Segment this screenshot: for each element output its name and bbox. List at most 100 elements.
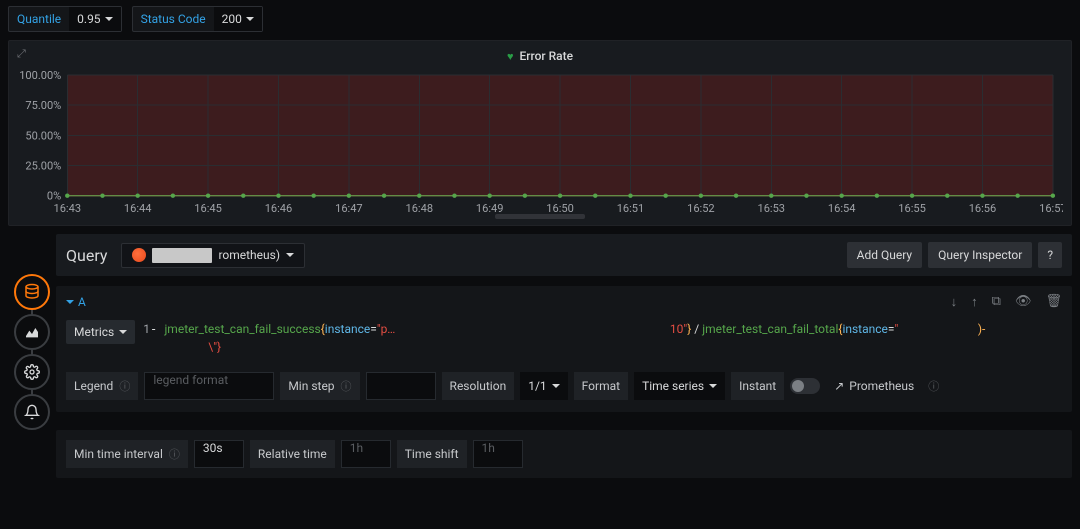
- move-up-icon[interactable]: ↑: [971, 294, 978, 310]
- query-header: Query rometheus) Add Query Query Inspect…: [56, 234, 1072, 276]
- query-row-a: A ↓ ↑ ⧉ 👁 🗑 Metrics 1- jmeter_test_can_f…: [56, 286, 1072, 412]
- query-section-title: Query: [66, 246, 107, 265]
- status-code-filter-value[interactable]: 200: [214, 7, 262, 31]
- svg-text:16:43: 16:43: [54, 202, 82, 215]
- info-icon[interactable]: ⓘ: [928, 378, 939, 394]
- prometheus-link[interactable]: ↗ Prometheus: [826, 372, 922, 400]
- format-select[interactable]: Time series: [634, 372, 725, 400]
- database-icon: [23, 283, 41, 301]
- query-options-row: Legend ⓘ legend format Min step ⓘ Resolu…: [66, 372, 1062, 400]
- queries-tab-button[interactable]: [14, 274, 50, 310]
- chart-area-icon: [24, 324, 40, 340]
- time-options-row: Min time interval ⓘ 30s Relative time 1h…: [56, 430, 1072, 478]
- query-row-letter: A: [78, 295, 86, 309]
- query-code-row: Metrics 1- jmeter_test_can_fail_success{…: [66, 320, 1062, 356]
- svg-text:16:46: 16:46: [265, 202, 293, 215]
- query-row-actions: ↓ ↑ ⧉ 👁 🗑: [951, 294, 1062, 310]
- svg-text:50.00%: 50.00%: [25, 129, 61, 142]
- chevron-down-icon: [552, 384, 560, 388]
- min-step-label: Min step ⓘ: [280, 372, 359, 400]
- toggle-visibility-icon[interactable]: 👁: [1015, 294, 1032, 310]
- instant-toggle[interactable]: [790, 378, 820, 394]
- chart-body[interactable]: 100.00% 75.00% 50.00% 25.00% 0%16:43 16:44 16:…: [17, 69, 1063, 217]
- metrics-button-label: Metrics: [74, 325, 114, 339]
- editor-side-rail: [12, 274, 52, 430]
- svg-text:16:54: 16:54: [828, 202, 856, 215]
- resolution-select[interactable]: 1/1: [520, 372, 567, 400]
- chevron-down-icon: [286, 253, 294, 257]
- metrics-browser-button[interactable]: Metrics: [66, 320, 135, 344]
- template-variable-bar: Quantile 0.95 Status Code 200: [0, 0, 1080, 38]
- svg-text:16:50: 16:50: [546, 202, 574, 215]
- status-code-filter: Status Code 200: [132, 6, 263, 32]
- svg-text:16:49: 16:49: [476, 202, 504, 215]
- svg-text:16:45: 16:45: [194, 202, 222, 215]
- svg-text:16:53: 16:53: [758, 202, 786, 215]
- heart-icon: ♥: [507, 50, 514, 63]
- min-step-input[interactable]: [366, 372, 436, 400]
- info-icon[interactable]: ⓘ: [341, 378, 352, 394]
- svg-text:16:52: 16:52: [687, 202, 715, 215]
- format-label: Format: [574, 372, 628, 400]
- quantile-filter-value[interactable]: 0.95: [69, 7, 120, 31]
- external-link-icon: ↗: [834, 379, 844, 393]
- quantile-filter-label: Quantile: [9, 12, 69, 26]
- chevron-down-icon: [246, 17, 254, 21]
- instant-label: Instant: [731, 372, 784, 400]
- add-query-button[interactable]: Add Query: [847, 242, 922, 268]
- error-rate-panel: ⤢ ♥ Error Rate 100.00% 75.00% 50.00% 25.00%…: [8, 40, 1072, 226]
- legend-input[interactable]: legend format: [144, 372, 274, 400]
- visualization-tab-button[interactable]: [14, 314, 50, 350]
- duplicate-icon[interactable]: ⧉: [992, 294, 1001, 310]
- prometheus-logo-icon: [132, 248, 146, 262]
- status-code-filter-label: Status Code: [133, 12, 214, 26]
- svg-text:16:55: 16:55: [898, 202, 926, 215]
- svg-text:16:56: 16:56: [969, 202, 997, 215]
- query-row-toggle[interactable]: A: [66, 295, 86, 309]
- chevron-down-icon: [709, 384, 717, 388]
- datasource-name-redacted: [152, 248, 212, 263]
- help-button[interactable]: ?: [1038, 242, 1062, 268]
- svg-text:16:51: 16:51: [617, 202, 645, 215]
- bell-icon: [24, 404, 40, 420]
- svg-text:16:47: 16:47: [335, 202, 363, 215]
- info-icon[interactable]: ⓘ: [169, 446, 180, 462]
- scroll-hint: [495, 214, 585, 219]
- delete-icon[interactable]: 🗑: [1045, 294, 1062, 310]
- svg-text:75.00%: 75.00%: [25, 99, 61, 112]
- svg-text:16:48: 16:48: [406, 202, 434, 215]
- fullscreen-icon[interactable]: ⤢: [17, 47, 26, 61]
- quantile-value-text: 0.95: [77, 12, 100, 26]
- alert-tab-button[interactable]: [14, 394, 50, 430]
- info-icon[interactable]: ⓘ: [119, 378, 130, 394]
- promql-input[interactable]: 1- jmeter_test_can_fail_success{instance…: [143, 320, 1062, 356]
- svg-text:25.00%: 25.00%: [25, 160, 61, 173]
- svg-text:100.00%: 100.00%: [19, 69, 61, 82]
- resolution-label: Resolution: [442, 372, 515, 400]
- svg-text:16:44: 16:44: [124, 202, 152, 215]
- gear-icon: [24, 364, 40, 380]
- panel-title-row[interactable]: ♥ Error Rate: [17, 45, 1063, 67]
- query-inspector-button[interactable]: Query Inspector: [928, 242, 1032, 268]
- chevron-down-icon: [66, 300, 74, 304]
- relative-time-input[interactable]: 1h: [341, 440, 391, 468]
- min-time-interval-input[interactable]: 30s: [194, 440, 244, 468]
- general-tab-button[interactable]: [14, 354, 50, 390]
- datasource-picker[interactable]: rometheus): [121, 243, 305, 268]
- time-shift-label: Time shift: [397, 440, 467, 468]
- svg-text:16:57: 16:57: [1039, 202, 1063, 215]
- legend-label: Legend ⓘ: [66, 372, 138, 400]
- svg-text:0%: 0%: [47, 190, 61, 203]
- status-code-value-text: 200: [222, 12, 242, 26]
- relative-time-label: Relative time: [250, 440, 335, 468]
- panel-title: Error Rate: [519, 49, 573, 63]
- move-down-icon[interactable]: ↓: [951, 294, 958, 310]
- chart-svg: 100.00% 75.00% 50.00% 25.00% 0%16:43 16:44 16:…: [17, 69, 1063, 218]
- chevron-down-icon: [119, 330, 127, 334]
- min-time-interval-label: Min time interval ⓘ: [66, 440, 188, 468]
- quantile-filter: Quantile 0.95: [8, 6, 122, 32]
- query-editor: Query rometheus) Add Query Query Inspect…: [56, 234, 1072, 478]
- datasource-name-suffix: rometheus): [218, 248, 280, 262]
- query-row-header: A ↓ ↑ ⧉ 👁 🗑: [66, 294, 1062, 310]
- time-shift-input[interactable]: 1h: [473, 440, 523, 468]
